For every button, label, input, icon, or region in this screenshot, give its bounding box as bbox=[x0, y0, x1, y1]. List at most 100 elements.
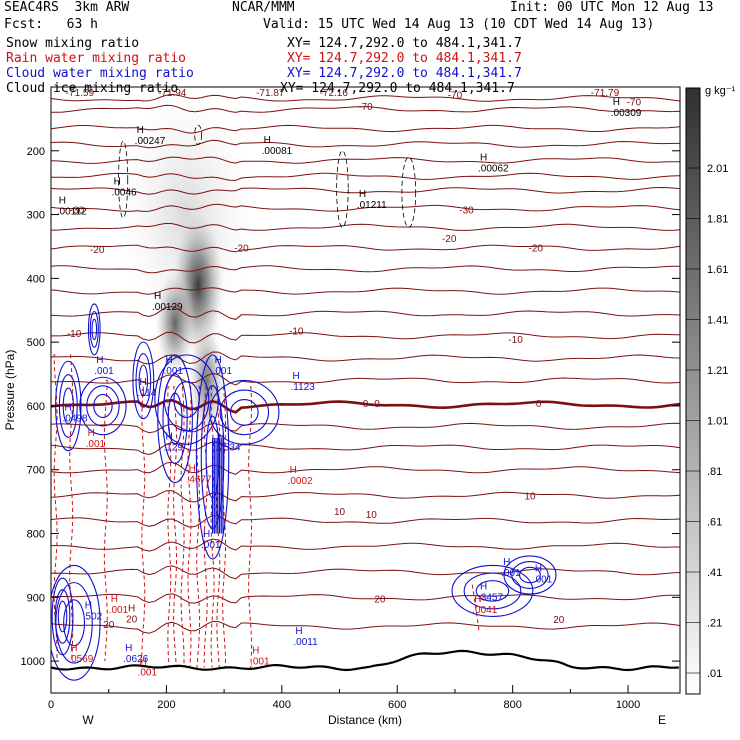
y-tick-label: 500 bbox=[27, 337, 45, 349]
cloud-contour bbox=[57, 600, 68, 633]
cloud-contour bbox=[195, 354, 230, 560]
max-marker: H bbox=[128, 604, 135, 615]
east-label: E bbox=[658, 713, 666, 727]
max-marker: H bbox=[189, 463, 196, 474]
y-tick-label: 400 bbox=[27, 273, 45, 285]
cloud-contour bbox=[219, 389, 270, 436]
max-marker: H bbox=[140, 657, 147, 668]
ice-contour bbox=[336, 150, 349, 228]
isotherm-line bbox=[51, 515, 680, 528]
y-axis-label: Pressure (hPa) bbox=[3, 350, 17, 431]
max-value-label: .00247 bbox=[135, 136, 166, 147]
cloud-contour bbox=[63, 599, 86, 647]
isotherm-line bbox=[51, 538, 680, 552]
ice-contour bbox=[194, 124, 203, 145]
max-marker: H bbox=[215, 355, 222, 366]
cloud-contour bbox=[163, 367, 210, 432]
y-tick-label: 900 bbox=[27, 592, 45, 604]
max-marker: H bbox=[252, 646, 259, 657]
plot-area bbox=[51, 87, 680, 681]
temperature-label: 10 bbox=[366, 510, 378, 521]
x-tick-label: 400 bbox=[273, 699, 291, 711]
rain-contour bbox=[173, 386, 178, 668]
max-marker: H bbox=[359, 189, 366, 200]
max-marker: H bbox=[137, 125, 144, 136]
max-marker: H bbox=[59, 195, 66, 206]
cloud-contour bbox=[451, 564, 534, 617]
isotherm-line bbox=[51, 244, 680, 253]
y-tick-label: 700 bbox=[27, 465, 45, 477]
max-marker: H bbox=[125, 643, 132, 654]
x-axis-label: Distance (km) bbox=[328, 713, 402, 727]
snow-core bbox=[155, 268, 196, 379]
isotherm-line bbox=[51, 565, 680, 580]
temperature-label: -30 bbox=[459, 205, 474, 216]
max-marker: H bbox=[96, 355, 103, 366]
isotherm-line bbox=[51, 93, 680, 102]
x-tick-label: 0 bbox=[48, 699, 54, 711]
max-value-label: .0498 bbox=[63, 414, 88, 425]
temperature-label: -20 bbox=[529, 244, 544, 255]
x-tick-label: 200 bbox=[157, 699, 175, 711]
isotherm-line bbox=[51, 305, 680, 320]
max-value-label: .0626 bbox=[123, 654, 148, 665]
cloud-contour bbox=[511, 561, 549, 589]
y-tick-label: 1000 bbox=[21, 656, 45, 668]
isotherm-line bbox=[51, 265, 680, 274]
rain-contour bbox=[141, 386, 146, 668]
max-value-label: .001 bbox=[250, 657, 270, 668]
temperature-label: -10 bbox=[67, 329, 82, 340]
temperature-label: -20 bbox=[234, 244, 249, 255]
max-value-label: .00062 bbox=[478, 164, 509, 175]
max-marker: H bbox=[503, 557, 510, 568]
max-value-label: .001 bbox=[201, 540, 221, 551]
y-tick-label: 300 bbox=[27, 210, 45, 222]
ice-contour bbox=[118, 140, 129, 219]
max-value-label: .0046 bbox=[112, 187, 137, 198]
cloud-contour bbox=[91, 318, 98, 341]
max-marker: H bbox=[154, 291, 161, 302]
cloud-contour bbox=[229, 398, 259, 426]
temperature-label: -71.87 bbox=[256, 88, 285, 99]
rain-contour bbox=[248, 386, 253, 668]
temperature-label: -70 bbox=[627, 98, 642, 109]
rain-contour bbox=[180, 386, 185, 668]
temperature-label: -71.59 bbox=[66, 88, 95, 99]
colorbar-label: 1.41 bbox=[707, 315, 728, 327]
field-rain-name: Rain water mixing ratio bbox=[6, 51, 187, 66]
init-time: Init: 00 UTC Mon 12 Aug 13 bbox=[510, 0, 714, 15]
max-value-label: .0011 bbox=[293, 637, 318, 648]
max-marker: H bbox=[217, 431, 224, 442]
cloud-contour bbox=[162, 373, 188, 464]
isotherm-line bbox=[51, 222, 680, 231]
max-value-label: .4677 bbox=[187, 474, 212, 485]
rain-contour bbox=[69, 354, 74, 662]
plot-frame bbox=[50, 86, 681, 694]
max-value-label: .001 bbox=[138, 668, 158, 679]
max-marker: H bbox=[88, 428, 95, 439]
max-value-label: 20 bbox=[126, 615, 138, 626]
isotherm-line bbox=[51, 203, 680, 212]
isotherm-line bbox=[51, 186, 680, 195]
cloud-contour bbox=[51, 577, 74, 656]
rain-contour bbox=[471, 584, 480, 633]
x-tick-label: 1000 bbox=[616, 699, 640, 711]
x-tick-label: 800 bbox=[503, 699, 521, 711]
temperature-label: 0 bbox=[363, 399, 369, 410]
max-value-label: .00309 bbox=[611, 108, 642, 119]
x-tick-label: 600 bbox=[388, 699, 406, 711]
temperature-label: -71.94 bbox=[158, 88, 187, 99]
max-value-label: .001 bbox=[109, 605, 129, 616]
cloud-contour bbox=[209, 379, 280, 445]
cloud-contour bbox=[79, 376, 127, 436]
cloud-contour bbox=[519, 566, 541, 584]
contour-annotations: -71.59 -71.94 -71.87 -72.16 -70 -71.79 -70 -70 -… bbox=[57, 88, 642, 678]
cloud-contour bbox=[503, 555, 557, 595]
max-value-label: .001 bbox=[533, 574, 553, 585]
max-value-label: .0569 bbox=[68, 654, 93, 665]
max-marker: H bbox=[474, 594, 481, 605]
colorbar-unit: g kg⁻¹ bbox=[705, 85, 736, 97]
max-value-label: .001 bbox=[86, 439, 106, 450]
